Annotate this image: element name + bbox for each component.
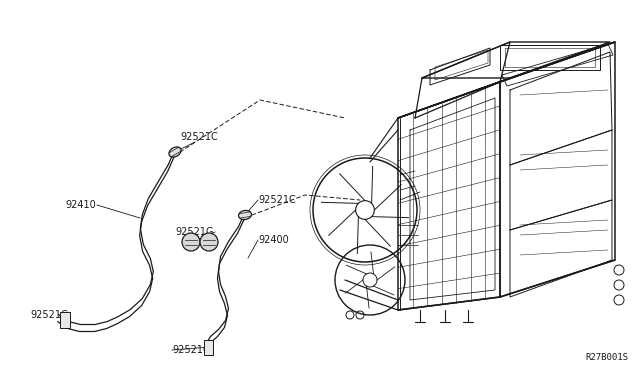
Circle shape	[200, 233, 218, 251]
FancyBboxPatch shape	[60, 312, 70, 328]
Text: 92521C: 92521C	[258, 195, 296, 205]
Text: 92521C: 92521C	[180, 132, 218, 142]
Text: 92521G: 92521G	[175, 227, 214, 237]
Text: 92521C: 92521C	[30, 310, 68, 320]
Circle shape	[182, 233, 200, 251]
Text: 92410: 92410	[65, 200, 96, 210]
Text: 92521C: 92521C	[172, 345, 210, 355]
Ellipse shape	[239, 211, 252, 219]
Text: R27B001S: R27B001S	[585, 353, 628, 362]
Text: 92400: 92400	[258, 235, 289, 245]
FancyBboxPatch shape	[204, 340, 213, 355]
Ellipse shape	[169, 147, 181, 157]
